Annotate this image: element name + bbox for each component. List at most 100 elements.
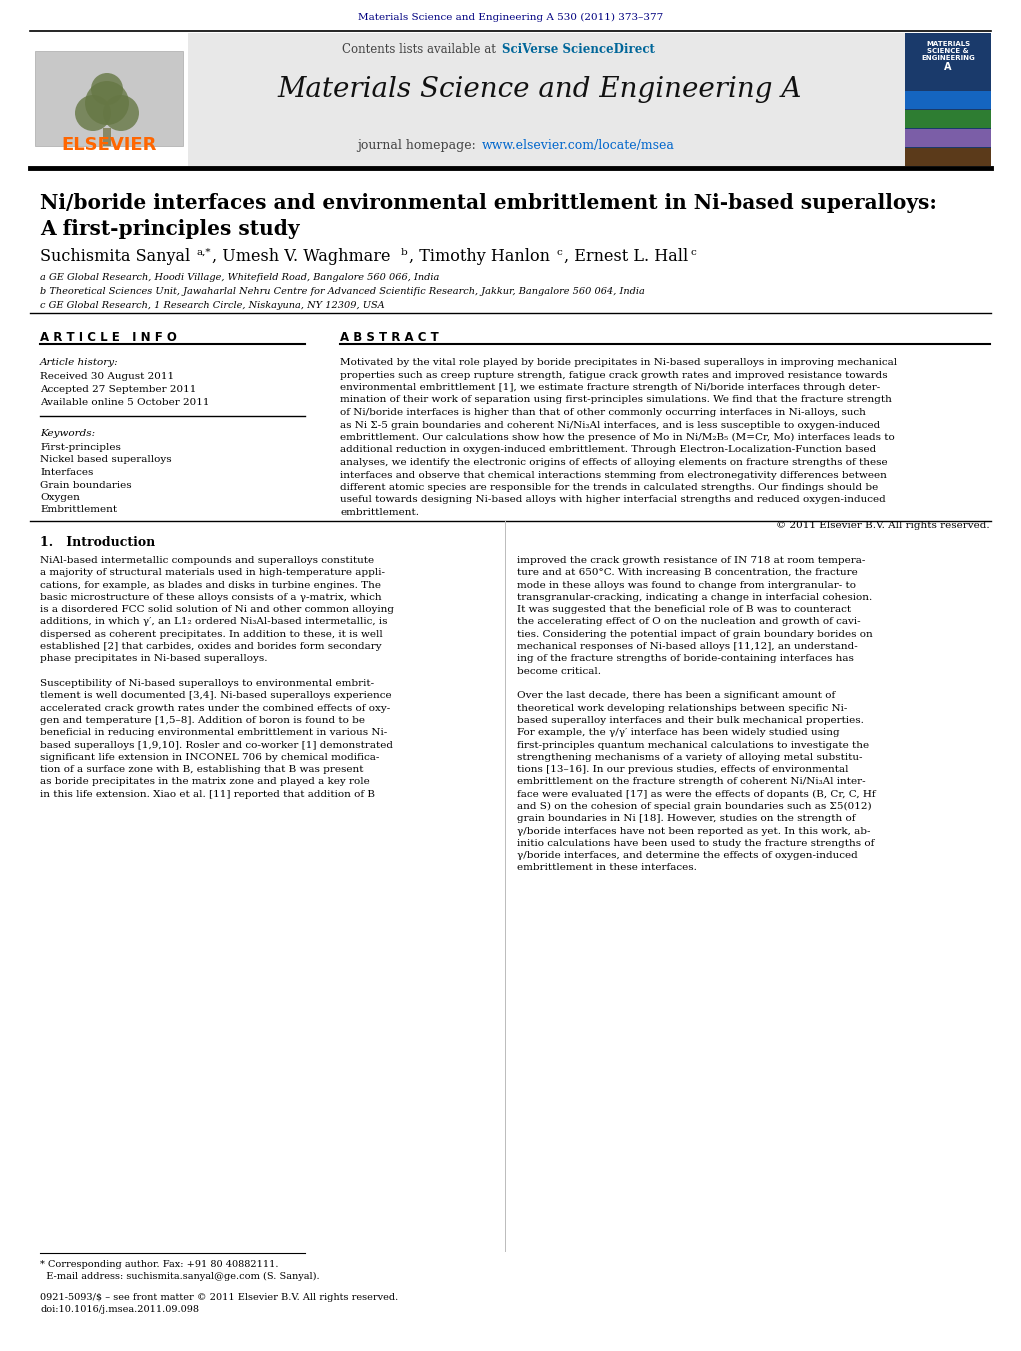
- Text: ties. Considering the potential impact of grain boundary borides on: ties. Considering the potential impact o…: [517, 630, 873, 639]
- Bar: [905, 32, 991, 166]
- Text: first-principles quantum mechanical calculations to investigate the: first-principles quantum mechanical calc…: [517, 740, 869, 750]
- Text: b: b: [401, 249, 407, 257]
- Text: a,*: a,*: [196, 249, 210, 257]
- Text: journal homepage:: journal homepage:: [357, 139, 480, 153]
- Text: ENGINEERING: ENGINEERING: [921, 55, 975, 61]
- Text: tion of a surface zone with B, establishing that B was present: tion of a surface zone with B, establish…: [40, 765, 363, 774]
- Text: a majority of structural materials used in high-temperature appli-: a majority of structural materials used …: [40, 569, 385, 577]
- Text: A R T I C L E   I N F O: A R T I C L E I N F O: [40, 331, 177, 345]
- Text: initio calculations have been used to study the fracture strengths of: initio calculations have been used to st…: [517, 839, 874, 848]
- Text: gen and temperature [1,5–8]. Addition of boron is found to be: gen and temperature [1,5–8]. Addition of…: [40, 716, 364, 725]
- Text: as Ni Σ-5 grain boundaries and coherent Ni/Ni₃Al interfaces, and is less suscept: as Ni Σ-5 grain boundaries and coherent …: [340, 420, 880, 430]
- Text: embrittlement in these interfaces.: embrittlement in these interfaces.: [517, 863, 697, 873]
- Circle shape: [85, 81, 129, 126]
- Text: Grain boundaries: Grain boundaries: [40, 481, 132, 489]
- Text: cations, for example, as blades and disks in turbine engines. The: cations, for example, as blades and disk…: [40, 581, 381, 589]
- Text: different atomic species are responsible for the trends in calculated strengths.: different atomic species are responsible…: [340, 484, 878, 492]
- Text: ing of the fracture strengths of boride-containing interfaces has: ing of the fracture strengths of boride-…: [517, 654, 854, 663]
- Text: in this life extension. Xiao et al. [11] reported that addition of B: in this life extension. Xiao et al. [11]…: [40, 790, 375, 798]
- Text: Over the last decade, there has been a significant amount of: Over the last decade, there has been a s…: [517, 692, 835, 700]
- Text: based superalloys [1,9,10]. Rosler and co-worker [1] demonstrated: based superalloys [1,9,10]. Rosler and c…: [40, 740, 393, 750]
- Text: * Corresponding author. Fax: +91 80 40882111.: * Corresponding author. Fax: +91 80 4088…: [40, 1260, 279, 1269]
- Text: , Umesh V. Waghmare: , Umesh V. Waghmare: [212, 249, 390, 265]
- Text: significant life extension in INCONEL 706 by chemical modifica-: significant life extension in INCONEL 70…: [40, 753, 380, 762]
- Text: strengthening mechanisms of a variety of alloying metal substitu-: strengthening mechanisms of a variety of…: [517, 753, 863, 762]
- Text: Received 30 August 2011: Received 30 August 2011: [40, 372, 175, 381]
- Text: γ/boride interfaces, and determine the effects of oxygen-induced: γ/boride interfaces, and determine the e…: [517, 851, 858, 861]
- Bar: [905, 91, 991, 109]
- Text: embrittlement.: embrittlement.: [340, 508, 419, 517]
- Text: Embrittlement: Embrittlement: [40, 505, 117, 515]
- Text: E-mail address: suchismita.sanyal@ge.com (S. Sanyal).: E-mail address: suchismita.sanyal@ge.com…: [40, 1273, 320, 1281]
- Text: Accepted 27 September 2011: Accepted 27 September 2011: [40, 385, 196, 394]
- Text: properties such as creep rupture strength, fatigue crack growth rates and improv: properties such as creep rupture strengt…: [340, 370, 887, 380]
- Text: Suchismita Sanyal: Suchismita Sanyal: [40, 249, 190, 265]
- Text: Oxygen: Oxygen: [40, 493, 80, 503]
- Text: Keywords:: Keywords:: [40, 430, 95, 438]
- Text: improved the crack growth resistance of IN 718 at room tempera-: improved the crack growth resistance of …: [517, 557, 866, 565]
- Text: theoretical work developing relationships between specific Ni-: theoretical work developing relationship…: [517, 704, 847, 712]
- Text: based superalloy interfaces and their bulk mechanical properties.: based superalloy interfaces and their bu…: [517, 716, 864, 725]
- Bar: [905, 109, 991, 128]
- Text: embrittlement. Our calculations show how the presence of Mo in Ni/M₂B₅ (M=Cr, Mo: embrittlement. Our calculations show how…: [340, 434, 894, 442]
- Text: b Theoretical Sciences Unit, Jawaharlal Nehru Centre for Advanced Scientific Res: b Theoretical Sciences Unit, Jawaharlal …: [40, 286, 645, 296]
- Text: environmental embrittlement [1], we estimate fracture strength of Ni/boride inte: environmental embrittlement [1], we esti…: [340, 382, 880, 392]
- Text: mode in these alloys was found to change from intergranular- to: mode in these alloys was found to change…: [517, 581, 856, 589]
- Circle shape: [91, 73, 123, 105]
- Text: γ/boride interfaces have not been reported as yet. In this work, ab-: γ/boride interfaces have not been report…: [517, 827, 871, 836]
- Text: 0921-5093/$ – see front matter © 2011 Elsevier B.V. All rights reserved.: 0921-5093/$ – see front matter © 2011 El…: [40, 1293, 398, 1302]
- Text: is a disordered FCC solid solution of Ni and other common alloying: is a disordered FCC solid solution of Ni…: [40, 605, 394, 615]
- Text: Available online 5 October 2011: Available online 5 October 2011: [40, 399, 209, 407]
- Text: beneficial in reducing environmental embrittlement in various Ni-: beneficial in reducing environmental emb…: [40, 728, 387, 738]
- Text: MATERIALS: MATERIALS: [926, 41, 970, 47]
- Text: NiAl-based intermetallic compounds and superalloys constitute: NiAl-based intermetallic compounds and s…: [40, 557, 374, 565]
- Text: accelerated crack growth rates under the combined effects of oxy-: accelerated crack growth rates under the…: [40, 704, 390, 712]
- Text: c: c: [690, 249, 695, 257]
- Text: of Ni/boride interfaces is higher than that of other commonly occurring interfac: of Ni/boride interfaces is higher than t…: [340, 408, 866, 417]
- Text: basic microstructure of these alloys consists of a γ-matrix, which: basic microstructure of these alloys con…: [40, 593, 382, 603]
- Circle shape: [103, 95, 139, 131]
- Text: First-principles: First-principles: [40, 443, 120, 453]
- Text: Ni/boride interfaces and environmental embrittlement in Ni-based superalloys:: Ni/boride interfaces and environmental e…: [40, 193, 937, 213]
- Text: A: A: [944, 62, 952, 72]
- Text: tlement is well documented [3,4]. Ni-based superalloys experience: tlement is well documented [3,4]. Ni-bas…: [40, 692, 392, 700]
- Text: mechanical responses of Ni-based alloys [11,12], an understand-: mechanical responses of Ni-based alloys …: [517, 642, 858, 651]
- Text: Materials Science and Engineering A: Materials Science and Engineering A: [278, 76, 803, 103]
- Text: www.elsevier.com/locate/msea: www.elsevier.com/locate/msea: [482, 139, 675, 153]
- Text: and S) on the cohesion of special grain boundaries such as Σ5(012): and S) on the cohesion of special grain …: [517, 802, 872, 811]
- Text: SciVerse ScienceDirect: SciVerse ScienceDirect: [502, 43, 654, 55]
- Text: the accelerating effect of O on the nucleation and growth of cavi-: the accelerating effect of O on the nucl…: [517, 617, 861, 627]
- Text: additions, in which γ′, an L1₂ ordered Ni₃Al-based intermetallic, is: additions, in which γ′, an L1₂ ordered N…: [40, 617, 388, 627]
- Bar: [35, 51, 183, 146]
- Text: Materials Science and Engineering A 530 (2011) 373–377: Materials Science and Engineering A 530 …: [358, 14, 664, 22]
- Text: mination of their work of separation using first-principles simulations. We find: mination of their work of separation usi…: [340, 396, 892, 404]
- Bar: [30, 32, 991, 166]
- Text: doi:10.1016/j.msea.2011.09.098: doi:10.1016/j.msea.2011.09.098: [40, 1305, 199, 1315]
- Text: additional reduction in oxygen-induced embrittlement. Through Electron-Localizat: additional reduction in oxygen-induced e…: [340, 446, 876, 454]
- Text: A B S T R A C T: A B S T R A C T: [340, 331, 439, 345]
- Text: a GE Global Research, Hoodi Village, Whitefield Road, Bangalore 560 066, India: a GE Global Research, Hoodi Village, Whi…: [40, 273, 439, 282]
- Text: A first-principles study: A first-principles study: [40, 219, 299, 239]
- Text: interfaces and observe that chemical interactions stemming from electronegativit: interfaces and observe that chemical int…: [340, 470, 887, 480]
- Text: face were evaluated [17] as were the effects of dopants (B, Cr, C, Hf: face were evaluated [17] as were the eff…: [517, 790, 876, 798]
- Text: dispersed as coherent precipitates. In addition to these, it is well: dispersed as coherent precipitates. In a…: [40, 630, 383, 639]
- Bar: [103, 128, 111, 146]
- Text: transgranular-cracking, indicating a change in interfacial cohesion.: transgranular-cracking, indicating a cha…: [517, 593, 872, 603]
- Text: analyses, we identify the electronic origins of effects of alloying elements on : analyses, we identify the electronic ori…: [340, 458, 887, 467]
- Text: © 2011 Elsevier B.V. All rights reserved.: © 2011 Elsevier B.V. All rights reserved…: [776, 520, 990, 530]
- Bar: [905, 128, 991, 147]
- Text: 1.   Introduction: 1. Introduction: [40, 536, 155, 549]
- Text: SCIENCE &: SCIENCE &: [927, 49, 969, 54]
- Text: tions [13–16]. In our previous studies, effects of environmental: tions [13–16]. In our previous studies, …: [517, 765, 848, 774]
- Text: Motivated by the vital role played by boride precipitates in Ni-based superalloy: Motivated by the vital role played by bo…: [340, 358, 897, 367]
- Text: established [2] that carbides, oxides and borides form secondary: established [2] that carbides, oxides an…: [40, 642, 382, 651]
- Text: as boride precipitates in the matrix zone and played a key role: as boride precipitates in the matrix zon…: [40, 777, 370, 786]
- Text: For example, the γ/γ′ interface has been widely studied using: For example, the γ/γ′ interface has been…: [517, 728, 839, 738]
- Text: c: c: [556, 249, 562, 257]
- Text: Interfaces: Interfaces: [40, 467, 93, 477]
- Text: , Timothy Hanlon: , Timothy Hanlon: [409, 249, 550, 265]
- Text: It was suggested that the beneficial role of B was to counteract: It was suggested that the beneficial rol…: [517, 605, 852, 615]
- Text: grain boundaries in Ni [18]. However, studies on the strength of: grain boundaries in Ni [18]. However, st…: [517, 815, 856, 823]
- Text: phase precipitates in Ni-based superalloys.: phase precipitates in Ni-based superallo…: [40, 654, 268, 663]
- Bar: [30, 32, 188, 166]
